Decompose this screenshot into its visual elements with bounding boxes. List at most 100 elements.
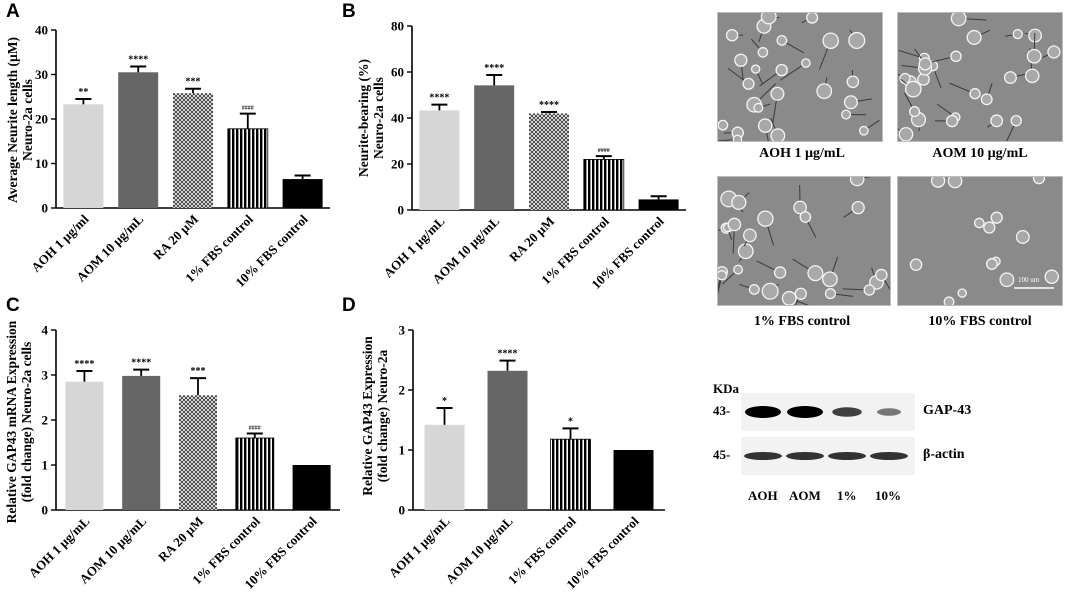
- cell-body: [727, 217, 742, 232]
- bar: [474, 85, 515, 210]
- x-tick-label: RA 20 µM: [506, 214, 557, 265]
- cell-body: [973, 217, 985, 229]
- cell-body: [908, 106, 921, 118]
- cell-body: [757, 210, 774, 227]
- cell-body: [945, 114, 959, 128]
- chart-d-gap43-protein: 0 1 2 3 Relative GAP43 Expression (fold chang…: [360, 323, 665, 592]
- blot-band-actin-lane: [828, 452, 866, 460]
- y-tick-label: 60: [391, 65, 404, 80]
- cell-body: [822, 32, 839, 50]
- caption-10pct-fbs: 10% FBS control: [928, 314, 1032, 329]
- significance-label: ****: [498, 349, 518, 360]
- cell-body: [773, 266, 787, 279]
- cell-body: [899, 72, 911, 85]
- panel-letter-a: A: [6, 1, 20, 22]
- cell-body: [846, 75, 860, 89]
- y-axis-label: (fold change) Neuro-2a: [375, 350, 390, 483]
- significance-label: *: [568, 416, 573, 427]
- cell-body: [969, 88, 981, 100]
- bar: [638, 199, 679, 210]
- y-tick-label: 3: [42, 368, 49, 383]
- cell-body: [848, 31, 866, 49]
- y-tick-label: 40: [35, 23, 48, 38]
- cell-body: [966, 29, 982, 45]
- cell-body: [904, 80, 922, 98]
- chart-a-neurite-length: 0 10 20 30 40 Average Neurite length (µM) Neur…: [5, 23, 330, 290]
- bar: [227, 128, 269, 209]
- bar: [550, 438, 591, 511]
- bar: [173, 93, 213, 208]
- significance-label: ####: [242, 106, 254, 112]
- bar: [122, 375, 161, 510]
- cell-body: [1026, 48, 1042, 64]
- y-tick-label: 0: [42, 201, 49, 216]
- cell-body: [718, 270, 728, 281]
- y-tick-label: 2: [42, 413, 49, 428]
- blot-marker-43: 43-: [713, 403, 731, 418]
- y-axis-label: Relative GAP43 Expression: [360, 336, 375, 496]
- bar: [292, 465, 331, 510]
- y-tick-label: 30: [35, 67, 48, 82]
- y-axis-label: Neuro-2a cells: [371, 77, 386, 159]
- cell-body: [770, 128, 786, 141]
- scale-bar-label: 100 um: [1018, 276, 1040, 284]
- y-axis-label: Average Neurite length (µM): [5, 37, 20, 203]
- cell-body: [816, 83, 833, 100]
- micrograph-1pct-fbs: [717, 176, 891, 306]
- bar: [424, 424, 465, 510]
- blot-lane-10pct: 10%: [875, 488, 901, 503]
- blot-band-actin: β-actin: [923, 447, 965, 462]
- x-tick-label: RA 20 µM: [155, 514, 206, 565]
- cell-body: [1003, 71, 1017, 85]
- blot-band-gap43: GAP-43: [923, 403, 972, 418]
- cell-body: [858, 125, 869, 136]
- cell-body: [750, 64, 761, 74]
- cell-body: [849, 177, 865, 187]
- significance-label: **: [78, 87, 88, 98]
- panel-letter-d: D: [342, 295, 356, 316]
- cell-body: [757, 47, 769, 58]
- cell-body: [799, 211, 812, 223]
- y-tick-label: 40: [391, 111, 404, 126]
- cell-body: [1015, 229, 1030, 244]
- bar: [63, 104, 104, 208]
- cell-body: [957, 288, 967, 298]
- cell-body: [807, 265, 824, 282]
- y-tick-label: 3: [399, 323, 406, 338]
- cell-body: [950, 13, 967, 27]
- blot-band-actin-lane: [786, 452, 824, 460]
- cell-body: [760, 13, 777, 25]
- significance-label: ****: [74, 359, 94, 370]
- cell-body: [781, 290, 797, 305]
- cell-body: [1047, 45, 1061, 59]
- neurite: [718, 138, 738, 141]
- cell-body: [863, 284, 876, 296]
- cell-body: [898, 126, 914, 141]
- cell-body: [918, 57, 932, 71]
- cell-body: [801, 58, 811, 68]
- cell-body: [930, 177, 946, 188]
- bar: [487, 370, 528, 510]
- significance-label: ***: [191, 366, 206, 377]
- panel-letter-b: B: [342, 1, 356, 22]
- cell-body: [1024, 68, 1040, 84]
- cell-body: [753, 102, 764, 113]
- x-tick-label: AOH 1 µg/mL: [386, 513, 453, 580]
- cell-body: [1010, 114, 1022, 127]
- cell-body: [909, 258, 923, 271]
- blot-band-gap43-lane: [832, 407, 862, 417]
- western-blot: [741, 393, 915, 475]
- cell-body: [718, 119, 729, 131]
- y-tick-label: 20: [391, 157, 404, 172]
- caption-aoh: AOH 1 µg/mL: [759, 146, 845, 161]
- cell-body: [943, 296, 955, 305]
- bar: [179, 395, 217, 510]
- y-tick-label: 20: [35, 112, 48, 127]
- cell-body: [983, 221, 996, 234]
- cell-body: [775, 63, 788, 77]
- significance-label: ****: [539, 100, 559, 111]
- significance-label: ****: [484, 63, 504, 74]
- cell-body: [990, 114, 1004, 128]
- blot-band-actin-lane: [870, 452, 908, 460]
- blot-lane-1pct: 1%: [837, 488, 857, 503]
